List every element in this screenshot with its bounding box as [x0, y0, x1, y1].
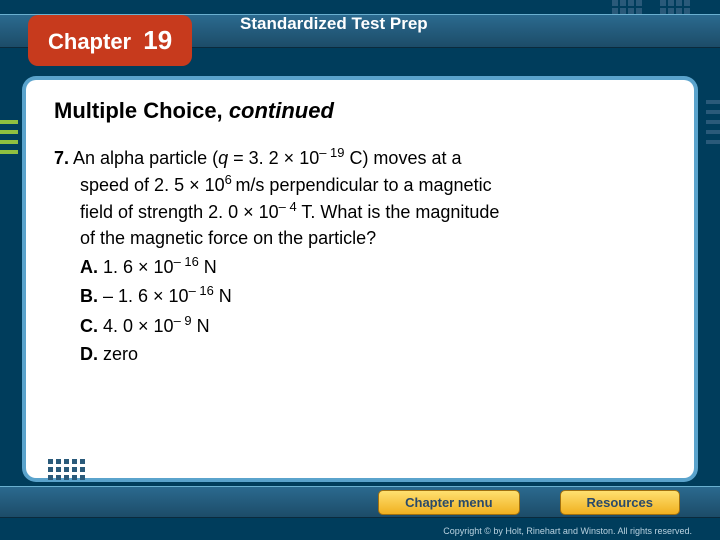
resources-button[interactable]: Resources — [560, 490, 680, 515]
page-title: Standardized Test Prep — [240, 14, 428, 34]
chapter-menu-button[interactable]: Chapter menu — [378, 490, 519, 515]
copyright-text: Copyright © by Holt, Rinehart and Winsto… — [443, 526, 692, 536]
chapter-number: 19 — [143, 25, 172, 55]
content-area: Multiple Choice, continued 7. An alpha p… — [26, 80, 694, 478]
section-title: Multiple Choice, continued — [54, 98, 666, 124]
decorative-grid-bottom — [48, 459, 85, 480]
answer-d: D. zero — [80, 341, 666, 367]
side-tick-left — [0, 120, 18, 154]
chapter-label: Chapter — [48, 29, 131, 54]
answer-c: C. 4. 0 × 10– 9 N — [80, 312, 666, 339]
chapter-badge: Chapter 19 — [28, 15, 192, 66]
question-block: 7. An alpha particle (q = 3. 2 × 10– 19 … — [54, 144, 666, 367]
answer-list: A. 1. 6 × 10– 16 N B. – 1. 6 × 10– 16 N … — [80, 253, 666, 366]
content-frame: Multiple Choice, continued 7. An alpha p… — [22, 76, 698, 482]
side-tick-right — [706, 100, 720, 144]
answer-a: A. 1. 6 × 10– 16 N — [80, 253, 666, 280]
answer-b: B. – 1. 6 × 10– 16 N — [80, 282, 666, 309]
bottom-nav-bar: Chapter menu Resources — [0, 486, 720, 518]
question-number: 7. — [54, 148, 69, 168]
